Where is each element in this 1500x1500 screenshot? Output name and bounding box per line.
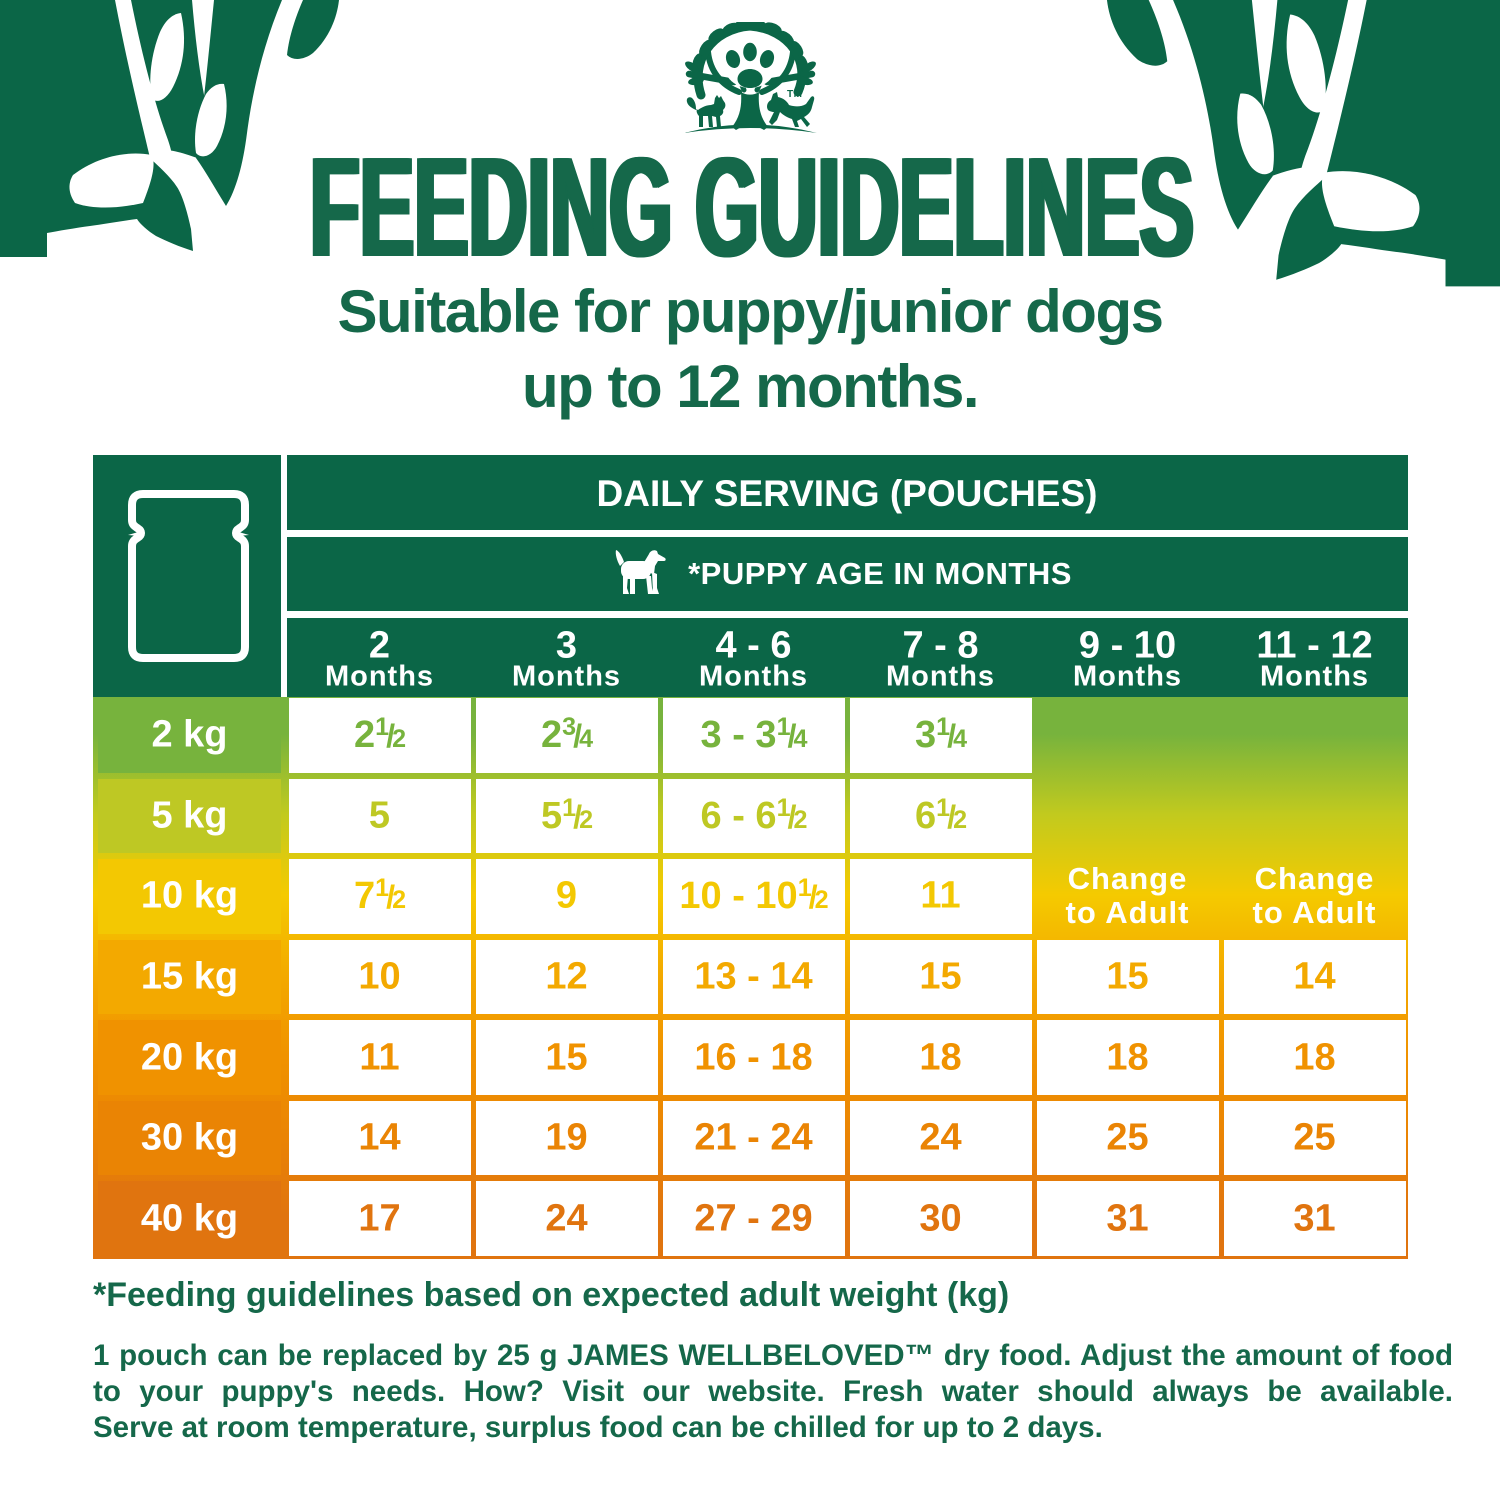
svg-text:TM: TM [787, 89, 802, 100]
